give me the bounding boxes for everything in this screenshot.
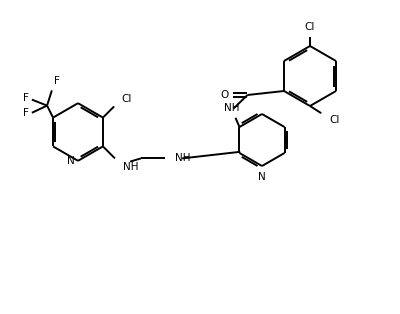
- Text: F: F: [23, 108, 29, 118]
- Text: NH: NH: [175, 154, 190, 163]
- Text: NH: NH: [224, 103, 239, 113]
- Text: O: O: [220, 90, 229, 100]
- Text: F: F: [23, 93, 29, 103]
- Text: Cl: Cl: [329, 115, 340, 125]
- Text: F: F: [54, 76, 60, 86]
- Text: Cl: Cl: [121, 95, 132, 104]
- Text: N: N: [67, 156, 75, 166]
- Text: NH: NH: [123, 162, 138, 172]
- Text: Cl: Cl: [305, 22, 315, 32]
- Text: N: N: [258, 172, 266, 182]
